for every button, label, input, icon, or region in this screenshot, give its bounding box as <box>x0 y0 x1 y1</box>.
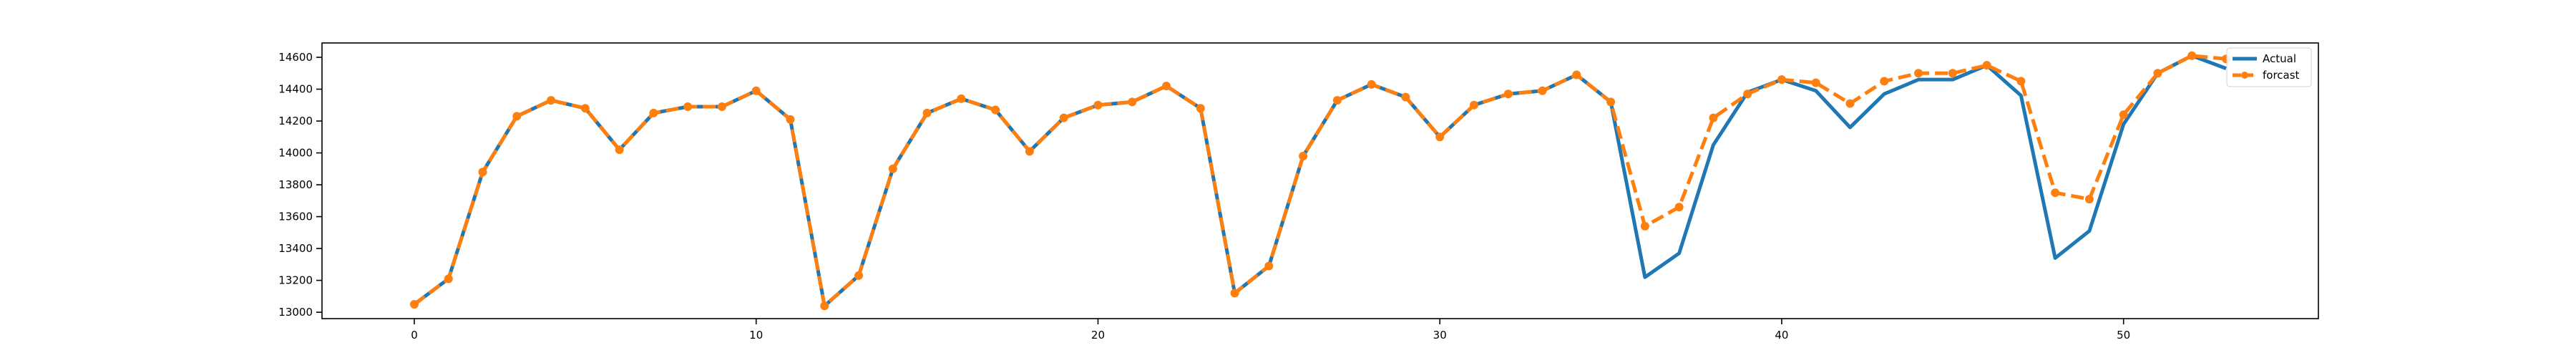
series-point-forcast <box>1777 75 1786 84</box>
series-point-forcast <box>683 102 693 112</box>
series-point-forcast <box>1230 289 1239 298</box>
series-point-forcast <box>1914 69 1923 78</box>
series-point-forcast <box>717 102 726 112</box>
series-point-forcast <box>1162 82 1171 91</box>
legend-label: Actual <box>2263 52 2296 65</box>
y-axis: 13000 13200 13400 13600 13800 14000 14200 14400… <box>278 51 322 319</box>
legend-marker <box>2241 72 2248 79</box>
x-tick-label: 20 <box>1091 329 1105 342</box>
series-point-forcast <box>1572 70 1581 79</box>
series-point-forcast <box>1811 78 1820 87</box>
legend-label: forcast <box>2263 69 2300 82</box>
series-point-forcast <box>1093 100 1103 110</box>
series-point-forcast <box>1435 132 1445 142</box>
plot-area-frame <box>321 42 2319 319</box>
series-point-forcast <box>2187 51 2197 60</box>
series-point-forcast <box>1982 61 1991 70</box>
series-point-forcast <box>1948 69 1957 78</box>
series-point-forcast <box>888 164 897 173</box>
series-point-forcast <box>409 299 419 309</box>
series-point-forcast <box>2119 110 2128 120</box>
series-point-forcast <box>478 168 487 177</box>
series-point-forcast <box>2153 69 2162 78</box>
series-point-forcast <box>1845 99 1855 108</box>
series-point-forcast <box>751 86 761 95</box>
x-tick-label: 40 <box>1775 329 1788 342</box>
y-tick-label: 13600 <box>278 211 313 223</box>
series-point-forcast <box>1401 92 1410 102</box>
series-point-forcast <box>512 112 522 121</box>
series-point-forcast <box>2051 188 2060 198</box>
y-tick-label: 14200 <box>278 115 313 127</box>
x-axis: 0 10 20 30 40 50 <box>411 319 2130 342</box>
series-point-forcast <box>1469 100 1478 110</box>
y-tick-label: 14000 <box>278 147 313 160</box>
series-point-forcast <box>854 271 864 280</box>
series-point-forcast <box>957 94 966 103</box>
series-line-forcast <box>413 54 2227 308</box>
series-point-forcast <box>444 274 453 284</box>
series-point-forcast <box>1538 86 1547 95</box>
series-point-forcast <box>820 301 829 311</box>
series-point-forcast <box>991 105 1000 115</box>
series-point-forcast <box>1640 221 1649 231</box>
series-point-forcast <box>1503 90 1513 99</box>
series-point-forcast <box>1332 96 1342 105</box>
series-point-forcast <box>1743 90 1752 99</box>
series-point-forcast <box>1367 79 1376 89</box>
y-tick-label: 13200 <box>278 274 313 287</box>
y-tick-label: 14600 <box>278 51 313 64</box>
series-point-forcast <box>1674 203 1684 212</box>
series-point-forcast <box>1264 261 1274 271</box>
series-point-forcast <box>547 96 556 105</box>
series-point-forcast <box>1196 104 1205 113</box>
x-tick-label: 50 <box>2117 329 2130 342</box>
series-point-forcast <box>615 145 624 155</box>
series-point-forcast <box>1059 113 1068 122</box>
y-tick-label: 14400 <box>278 83 313 96</box>
series-point-forcast <box>1128 97 1137 107</box>
series-point-forcast <box>2084 195 2094 204</box>
x-tick-label: 10 <box>749 329 763 342</box>
series-point-forcast <box>786 115 795 124</box>
series-point-forcast <box>1299 152 1308 161</box>
series-point-forcast <box>1880 77 1889 86</box>
x-tick-label: 30 <box>1433 329 1447 342</box>
series-point-forcast <box>580 104 590 113</box>
legend: Actual forcast <box>2226 47 2312 87</box>
series-point-forcast <box>2016 77 2026 86</box>
series-point-forcast <box>1606 97 1616 107</box>
series-point-forcast <box>1025 147 1034 156</box>
series-layer <box>409 51 2231 311</box>
y-tick-label: 13800 <box>278 178 313 191</box>
x-tick-label: 0 <box>411 329 418 342</box>
y-tick-label: 13400 <box>278 242 313 255</box>
series-point-forcast <box>922 108 932 117</box>
series-point-forcast <box>1709 113 1718 122</box>
y-tick-label: 13000 <box>278 306 313 319</box>
series-point-forcast <box>649 108 658 117</box>
